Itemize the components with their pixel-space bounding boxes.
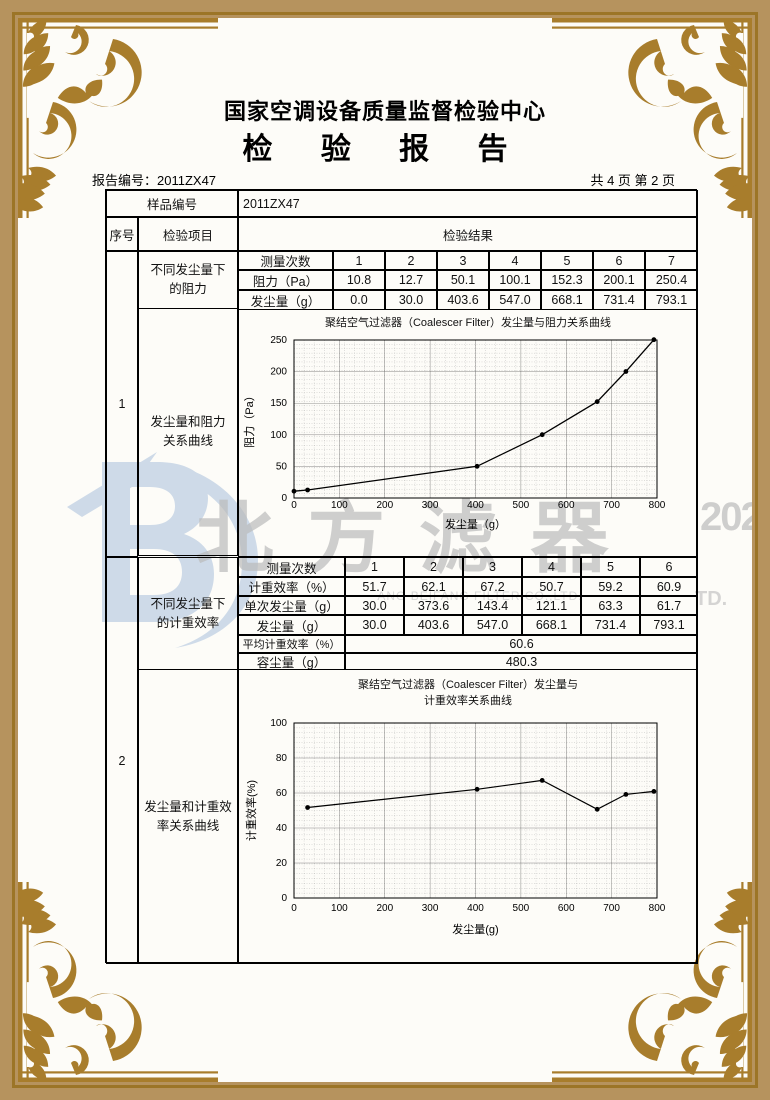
svg-text:700: 700	[603, 500, 620, 511]
svg-text:0: 0	[281, 493, 287, 504]
svg-text:100: 100	[331, 500, 348, 511]
svg-text:0: 0	[281, 893, 287, 904]
svg-text:300: 300	[422, 500, 439, 511]
svg-text:800: 800	[649, 903, 666, 914]
svg-text:300: 300	[422, 903, 439, 914]
svg-text:80: 80	[276, 753, 288, 764]
svg-text:60: 60	[276, 788, 288, 799]
svg-text:100: 100	[270, 430, 287, 441]
svg-text:20: 20	[276, 858, 288, 869]
svg-text:400: 400	[467, 903, 484, 914]
svg-text:40: 40	[276, 823, 288, 834]
svg-text:700: 700	[603, 903, 620, 914]
svg-text:阻力（Pa）: 阻力（Pa）	[243, 390, 256, 447]
svg-text:200: 200	[376, 500, 393, 511]
svg-text:150: 150	[270, 398, 287, 409]
svg-text:100: 100	[331, 903, 348, 914]
svg-text:200: 200	[270, 367, 287, 378]
svg-text:计重效率(%): 计重效率(%)	[244, 780, 258, 841]
svg-text:100: 100	[270, 718, 287, 729]
svg-text:500: 500	[513, 903, 530, 914]
svg-text:发尘量（g）: 发尘量（g）	[445, 517, 506, 531]
svg-text:600: 600	[558, 500, 575, 511]
svg-text:50: 50	[276, 461, 288, 472]
svg-text:0: 0	[291, 500, 297, 511]
svg-text:500: 500	[513, 500, 530, 511]
svg-text:800: 800	[649, 500, 666, 511]
svg-text:400: 400	[467, 500, 484, 511]
svg-text:200: 200	[376, 903, 393, 914]
svg-text:600: 600	[558, 903, 575, 914]
svg-text:250: 250	[270, 335, 287, 346]
svg-text:发尘量(g): 发尘量(g)	[452, 922, 498, 936]
svg-text:0: 0	[291, 903, 297, 914]
